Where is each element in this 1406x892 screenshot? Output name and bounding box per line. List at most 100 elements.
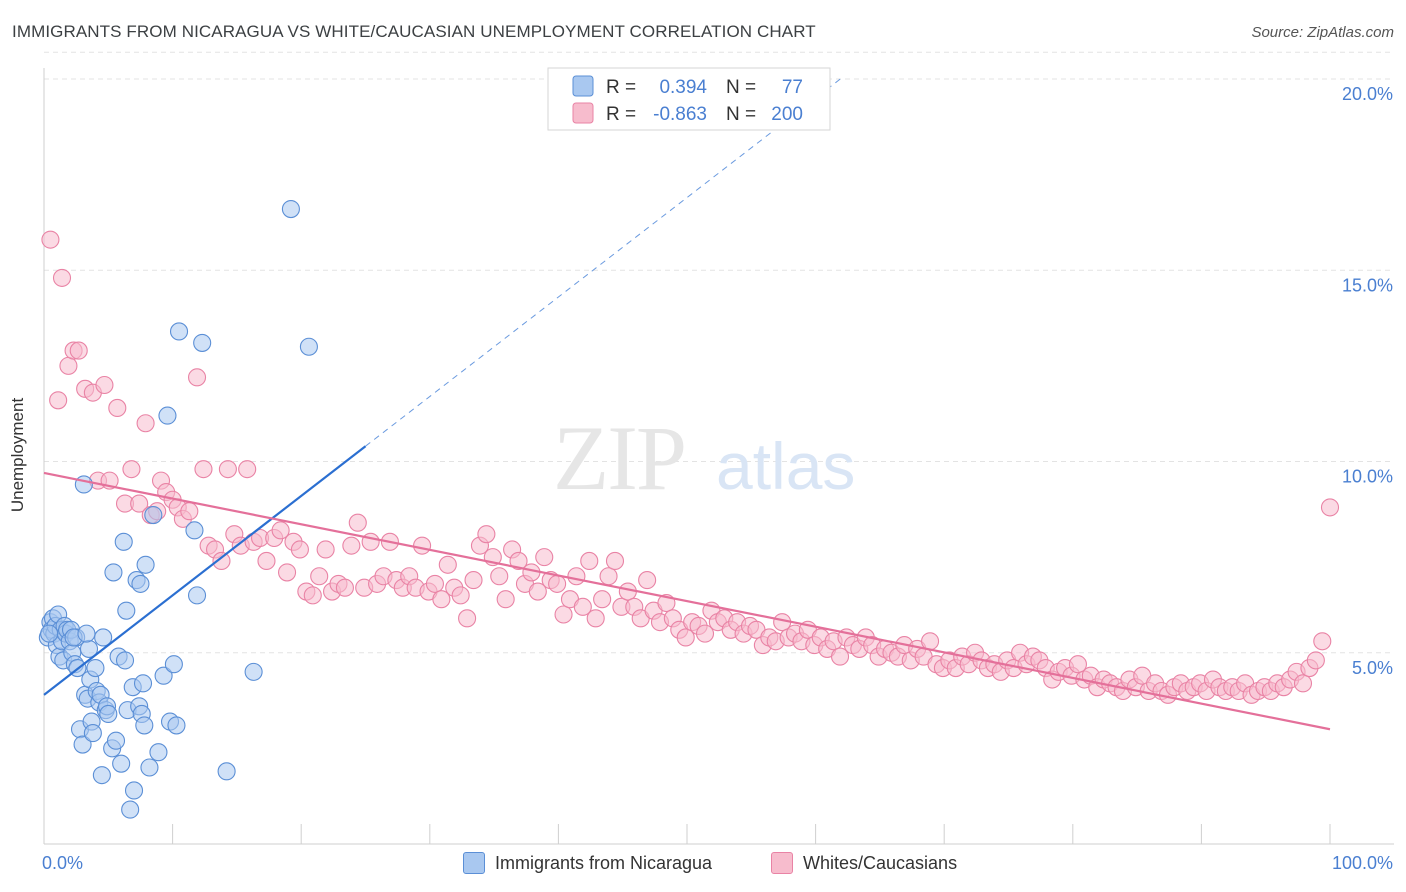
- whites-point-32: [238, 460, 257, 479]
- y-tick-label-1: 10.0%: [1342, 467, 1393, 487]
- whites-point-37: [271, 521, 290, 540]
- series-whites-caucasians: [41, 230, 1340, 704]
- nicaragua-point-57: [136, 555, 155, 574]
- nicaragua-point-62: [158, 406, 177, 425]
- whites-point-49: [348, 513, 367, 532]
- whites-point-24: [187, 368, 207, 387]
- whites-point-0: [41, 230, 60, 249]
- whites-point-100: [676, 628, 695, 647]
- legend-row-0-n-label: N =: [726, 77, 756, 98]
- nicaragua-point-71: [244, 662, 263, 681]
- whites-point-72: [496, 590, 515, 609]
- whites-point-76: [522, 563, 541, 582]
- whites-point-38: [278, 563, 297, 582]
- nicaragua-point-67: [185, 521, 204, 540]
- legend-box-frame: [547, 67, 831, 131]
- nicaragua-point-44: [114, 532, 133, 551]
- nicaragua-point-66: [169, 322, 189, 341]
- nicaragua-point-45: [115, 651, 135, 670]
- whites-point-2: [52, 268, 72, 287]
- whites-point-35: [257, 551, 276, 571]
- nicaragua-point-35: [94, 628, 113, 647]
- nicaragua-point-34: [92, 766, 111, 785]
- nicaragua-point-73: [299, 337, 318, 356]
- legend-row-0-r-value: 0.394: [659, 77, 707, 98]
- legend-row-1-n-value: 200: [771, 104, 803, 125]
- whites-point-29: [218, 460, 237, 479]
- x-tick-label-start: 0.0%: [42, 853, 83, 873]
- y-tick-label-0: 5.0%: [1352, 658, 1393, 678]
- nicaragua-point-50: [124, 781, 144, 800]
- whites-point-62: [432, 590, 451, 609]
- legend-row-1-swatch: [572, 102, 594, 124]
- whites-point-14: [130, 494, 149, 513]
- legend-item-whites[interactable]: Whites/Caucasians: [771, 852, 957, 874]
- whites-point-44: [316, 540, 335, 559]
- trend-line-whites: [43, 471, 1331, 731]
- whites-point-161: [1068, 655, 1087, 674]
- legend-row-0-swatch: [572, 75, 594, 97]
- whites-point-9: [95, 375, 114, 395]
- nicaragua-point-70: [217, 762, 236, 781]
- whites-point-103: [695, 624, 715, 643]
- whites-point-63: [438, 555, 457, 574]
- nicaragua-point-43: [112, 754, 131, 773]
- watermark-atlas: atlas: [716, 429, 855, 503]
- whites-point-198: [1306, 651, 1325, 670]
- whites-point-28: [212, 551, 231, 571]
- whites-point-66: [458, 609, 477, 628]
- whites-point-84: [573, 597, 592, 616]
- whites-point-86: [586, 609, 605, 628]
- legend-swatch-pink: [771, 852, 793, 874]
- whites-point-69: [477, 525, 496, 544]
- tick-labels: 0.0% 100.0% 5.0% 10.0% 15.0% 20.0%: [42, 84, 1393, 873]
- gridlines: [44, 51, 1394, 654]
- whites-point-48: [342, 536, 361, 555]
- whites-point-13: [122, 460, 141, 479]
- whites-point-199: [1313, 632, 1332, 651]
- y-tick-label-2: 15.0%: [1342, 275, 1393, 295]
- legend-item-nicaragua[interactable]: Immigrants from Nicaragua: [463, 852, 712, 874]
- whites-point-40: [290, 540, 309, 559]
- nicaragua-point-59: [144, 505, 163, 525]
- whites-point-61: [425, 574, 444, 593]
- whites-point-200: [1320, 498, 1340, 517]
- nicaragua-point-22: [73, 735, 92, 754]
- trend-line-nicaragua-extension: [365, 77, 842, 447]
- whites-point-42: [303, 586, 322, 605]
- whites-point-138: [921, 632, 940, 651]
- legend-row-1-n-label: N =: [726, 104, 756, 125]
- whites-point-25: [194, 460, 213, 479]
- legend-swatch-blue: [463, 852, 485, 874]
- trend-lines: [43, 77, 1331, 731]
- whites-point-3: [59, 356, 78, 375]
- x-tick-label-end: 100.0%: [1332, 853, 1393, 873]
- whites-point-15: [136, 414, 155, 433]
- whites-point-94: [638, 571, 657, 590]
- nicaragua-point-40: [104, 563, 123, 582]
- nicaragua-point-61: [154, 666, 173, 685]
- whites-point-88: [599, 567, 618, 586]
- legend-row-0-r-label: R =: [606, 77, 636, 98]
- bottom-legend: Immigrants from Nicaragua Whites/Caucasi…: [0, 852, 1406, 878]
- axes: [43, 68, 1394, 845]
- whites-point-59: [413, 536, 432, 555]
- nicaragua-point-23: [74, 475, 93, 494]
- watermark-zip: ZIP: [553, 407, 685, 509]
- whites-point-77: [528, 582, 547, 601]
- whites-point-85: [580, 551, 599, 571]
- legend-row-1-r-label: R =: [606, 104, 636, 125]
- nicaragua-point-68: [187, 586, 207, 605]
- whites-point-81: [554, 605, 573, 624]
- nicaragua-point-53: [131, 574, 150, 593]
- trend-line-nicaragua: [43, 445, 367, 696]
- whites-point-74: [509, 551, 528, 571]
- nicaragua-point-65: [167, 716, 186, 735]
- nicaragua-point-41: [106, 731, 126, 750]
- nicaragua-point-48: [121, 800, 140, 819]
- chart-title: IMMIGRANTS FROM NICARAGUA VS WHITE/CAUCA…: [12, 22, 816, 41]
- legend-row-1-r-value: -0.863: [653, 104, 707, 125]
- nicaragua-point-76: [77, 624, 96, 643]
- whites-point-43: [310, 567, 329, 586]
